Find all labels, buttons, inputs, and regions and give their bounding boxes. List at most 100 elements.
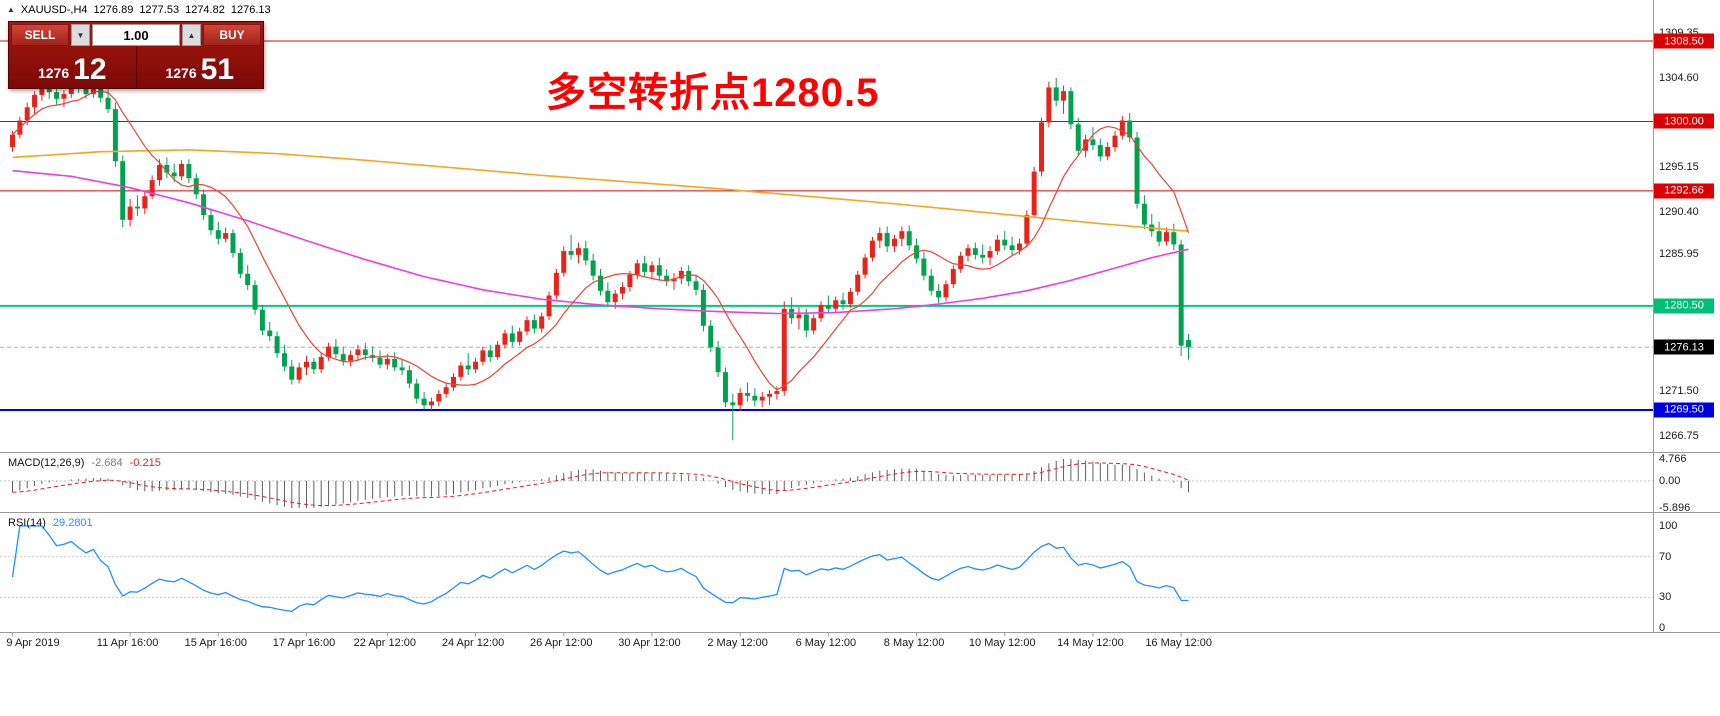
symbol-name: XAUUSD-,H4 [20,4,88,16]
candle-body [590,260,596,276]
candle-body [252,285,258,310]
candle-body [112,109,118,162]
candle-body [737,392,743,406]
candle-body [840,300,846,305]
candle-body [1156,231,1162,242]
candle-body [869,240,875,258]
candle-body [936,290,942,298]
candle-body [1061,91,1067,101]
candle-body [539,316,545,329]
candle-body [179,164,185,177]
candle-body [987,251,993,258]
candle-body [1119,120,1125,136]
candle-body [61,94,67,99]
candle-body [421,398,427,406]
candle-body [568,251,574,255]
ohlc-close: 1276.13 [230,4,271,16]
candle-body [583,248,589,261]
candle-body [546,295,552,317]
macd-main-value: -2.684 [91,457,123,469]
candle-body [906,231,912,246]
candle-body [98,81,104,98]
candle-body [318,357,324,370]
candle-body [965,248,971,256]
candle-body [384,358,390,365]
candle-body [899,231,905,239]
candle-body [1024,215,1030,244]
candle-body [1039,122,1044,172]
candle-body [553,272,559,296]
candle-body [399,367,405,371]
candle-body [767,393,773,397]
candle-body [186,164,192,179]
candle-body [377,357,383,365]
candle-body [1002,239,1008,246]
candle-body [708,325,714,348]
candle-body [54,92,60,99]
candle-body [83,88,89,95]
candle-body [715,347,721,373]
candle-body [524,320,530,332]
rsi-value: 29.2801 [52,517,93,529]
candle-body [259,309,265,331]
candle-body [1186,340,1191,348]
candle-body [171,172,177,177]
buy-button[interactable]: BUY [203,24,261,46]
candle-body [855,274,861,292]
candle-body [39,87,45,95]
chart-annotation: 多空转折点1280.5 [546,71,880,115]
candle-body [642,263,648,272]
candle-body [296,367,302,380]
volume-decrease-icon[interactable]: ▼ [71,24,90,46]
candle-body [1068,91,1074,125]
candle-body [436,393,442,402]
candle-body [326,346,332,358]
candle-body [1105,146,1111,157]
candle-body [215,230,221,239]
ask-price-small: 1276 [165,65,197,81]
candle-body [10,134,15,147]
sell-button[interactable]: SELL [11,24,69,46]
candle-body [24,107,30,121]
volume-input[interactable] [93,25,179,45]
one-click-trading-panel: SELL ▼ ▲ BUY 1276 12 1276 51 [8,21,264,89]
candle-body [634,263,640,275]
bid-price-big: 12 [73,53,107,86]
rsi-name: RSI(14) [8,517,46,529]
volume-increase-icon[interactable]: ▲ [182,24,201,46]
candle-body [678,270,684,279]
candle-body [274,336,280,354]
candle-body [428,401,434,406]
candle-body [1075,124,1081,151]
candle-body [311,361,317,370]
candle-body [752,395,758,401]
candle-body [877,233,883,241]
candle-body [620,287,626,294]
candle-body [46,87,52,93]
oneclick-toggle-icon[interactable]: ▲ [7,5,15,14]
candle-body [289,366,295,380]
candle-body [575,248,581,255]
candle-body [803,314,809,331]
bid-price[interactable]: 1276 12 [9,47,136,88]
candle-body [362,349,368,356]
candle-body [451,376,456,388]
candle-body [223,233,229,239]
ma-fast-line [12,90,1190,391]
candle-body [825,304,831,309]
ask-price[interactable]: 1276 51 [135,47,264,88]
chart-title-line: ▲ XAUUSD-,H4 1276.89 1277.53 1274.82 127… [7,4,271,16]
candle-body [811,318,817,331]
candle-body [1171,232,1177,245]
candle-body [1127,120,1133,138]
candle-body [406,370,412,384]
candle-body [605,290,611,303]
candle-body [267,330,273,337]
candle-body [730,402,736,406]
candle-body [921,258,927,276]
candle-body [598,275,603,291]
candle-body [32,94,38,108]
macd-indicator-label: MACD(12,26,9) -2.684 -0.215 [8,457,161,469]
rsi-line [11,525,1189,613]
